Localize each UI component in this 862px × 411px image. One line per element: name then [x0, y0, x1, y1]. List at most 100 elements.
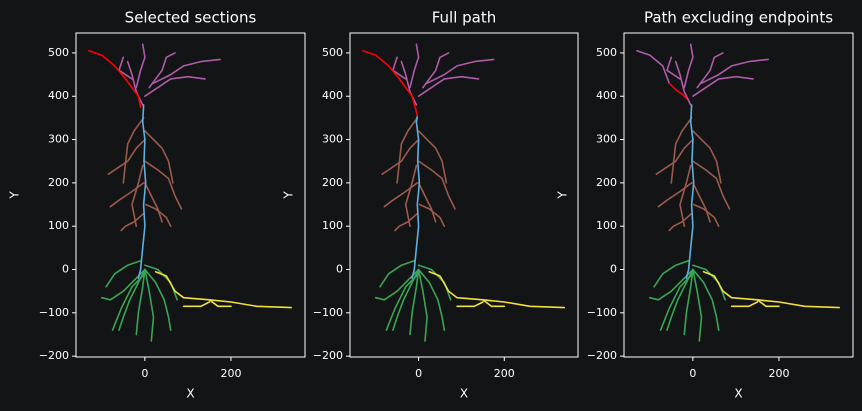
- panel: −200 −100 0 100 200 300 400 500 0 200 Selected sec…: [8, 9, 306, 401]
- y-tick-label: −100: [587, 306, 617, 319]
- y-tick-label: 500: [48, 46, 69, 59]
- y-axis-label: Y: [556, 191, 570, 200]
- branch: [417, 264, 452, 301]
- x-tick-label: 0: [689, 367, 696, 380]
- branch: [135, 43, 146, 89]
- y-tick-label: −100: [313, 306, 343, 319]
- y-tick-label: 400: [596, 89, 617, 102]
- branch: [109, 182, 145, 208]
- branch: [692, 160, 731, 210]
- branch: [144, 160, 183, 210]
- y-tick-label: 100: [596, 219, 617, 232]
- branch: [144, 130, 174, 184]
- x-tick-label: 200: [220, 367, 241, 380]
- branch: [692, 75, 754, 97]
- branch: [417, 75, 480, 97]
- y-tick-label: 200: [596, 176, 617, 189]
- y-tick-label: 200: [322, 176, 343, 189]
- branch: [400, 60, 418, 106]
- branch: [428, 270, 566, 309]
- y-tick-label: 100: [48, 219, 69, 232]
- branch: [135, 268, 146, 336]
- y-tick-label: 200: [48, 176, 69, 189]
- branch: [144, 203, 172, 227]
- y-tick-label: 100: [322, 219, 343, 232]
- branch: [144, 75, 206, 97]
- branch: [418, 203, 446, 227]
- branch: [685, 104, 695, 279]
- branch: [409, 268, 420, 336]
- branch: [422, 52, 450, 89]
- branch: [683, 268, 694, 336]
- axes-frame: [75, 32, 306, 358]
- branch: [148, 52, 176, 89]
- x-tick-label: 200: [494, 367, 515, 380]
- branch: [417, 130, 448, 184]
- branch: [122, 117, 145, 184]
- branch: [692, 268, 720, 331]
- y-axis-label: Y: [282, 191, 296, 200]
- branch: [105, 260, 142, 288]
- branch: [144, 268, 172, 331]
- y-tick-label: 0: [336, 263, 343, 276]
- chart-title: Selected sections: [125, 9, 257, 27]
- branch: [655, 138, 694, 175]
- x-axis-label: X: [186, 387, 194, 401]
- branch: [659, 273, 694, 331]
- axes-frame: [623, 32, 854, 358]
- branch: [394, 212, 419, 232]
- branch: [683, 43, 694, 89]
- branch: [107, 138, 146, 175]
- y-tick-label: 300: [596, 133, 617, 146]
- branch: [144, 268, 155, 342]
- branch: [730, 301, 759, 308]
- branch: [131, 164, 144, 227]
- branch: [674, 60, 692, 106]
- y-tick-label: 400: [48, 89, 69, 102]
- y-tick-label: −200: [39, 349, 69, 362]
- x-axis-label: X: [734, 387, 742, 401]
- branch: [653, 260, 690, 288]
- x-tick-label: 0: [141, 367, 148, 380]
- branch: [692, 268, 703, 342]
- y-tick-label: 500: [596, 46, 617, 59]
- axes-frame: [349, 32, 579, 358]
- branch: [482, 299, 506, 308]
- branch: [417, 182, 437, 223]
- branch: [404, 164, 418, 227]
- y-tick-label: 400: [322, 89, 343, 102]
- branch: [692, 182, 711, 223]
- y-tick-label: 0: [62, 263, 69, 276]
- branch: [182, 301, 211, 308]
- y-tick-label: 300: [48, 133, 69, 146]
- y-tick-label: 500: [322, 46, 343, 59]
- branch: [362, 50, 419, 117]
- branch: [417, 268, 428, 342]
- branch: [152, 58, 221, 84]
- branch: [668, 82, 688, 100]
- x-tick-label: 0: [415, 367, 422, 380]
- branch: [636, 50, 670, 84]
- branch: [137, 104, 147, 279]
- branch: [385, 273, 420, 331]
- branch: [126, 60, 144, 106]
- plot-area: [362, 43, 566, 342]
- panel: −200 −100 0 100 200 300 400 500 0 200 Path excludi…: [556, 9, 854, 401]
- plot-area: [88, 43, 292, 342]
- branch: [154, 270, 292, 309]
- branch: [396, 117, 419, 184]
- plot-area: [636, 43, 840, 342]
- y-axis-label: Y: [8, 191, 22, 200]
- panel: −200 −100 0 100 200 300 400 500 0 200 Full path X Y: [282, 9, 579, 401]
- branch: [692, 130, 722, 184]
- branch: [700, 58, 769, 84]
- branch: [668, 212, 693, 232]
- branch: [111, 273, 146, 331]
- y-tick-label: 300: [322, 133, 343, 146]
- branch: [666, 56, 681, 80]
- branch: [88, 50, 142, 108]
- branch: [696, 52, 724, 89]
- branch: [120, 212, 145, 232]
- branch: [679, 164, 692, 227]
- x-axis-label: X: [460, 387, 468, 401]
